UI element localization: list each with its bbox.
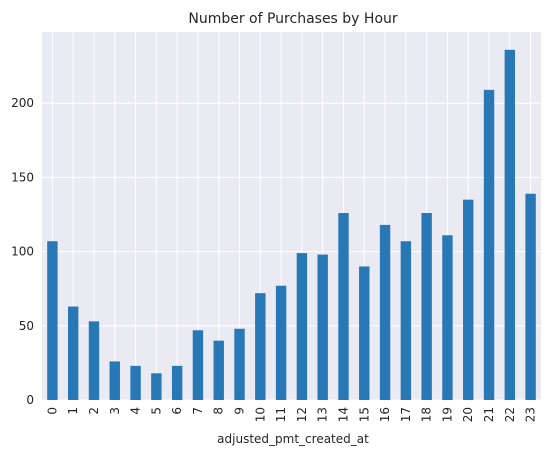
y-tick-label: 150 xyxy=(11,170,34,184)
x-tick-label: 3 xyxy=(108,407,122,415)
x-tick-label: 1 xyxy=(66,407,80,415)
bar-hour-21 xyxy=(483,89,495,400)
bar-hour-15 xyxy=(359,266,370,400)
x-tick-label: 0 xyxy=(45,407,59,415)
y-tick-labels: 0 50 100 150 200 xyxy=(11,96,34,407)
bar-hour-3 xyxy=(109,361,120,400)
bar-hour-0 xyxy=(47,241,58,400)
x-tick-label: 8 xyxy=(212,407,226,415)
x-axis-label: adjusted_pmt_created_at xyxy=(217,432,369,446)
x-tick-label: 6 xyxy=(170,407,184,415)
chart-title: Number of Purchases by Hour xyxy=(188,11,398,27)
x-tick-label: 14 xyxy=(336,407,350,422)
x-tick-label: 15 xyxy=(357,407,371,422)
y-tick-label: 100 xyxy=(11,245,34,259)
x-tick-label: 4 xyxy=(129,407,143,415)
bar-hour-5 xyxy=(151,373,162,400)
bars xyxy=(47,49,536,400)
bar-hour-14 xyxy=(338,213,349,400)
bar-hour-4 xyxy=(130,365,141,400)
x-tick-label: 2 xyxy=(87,407,101,415)
bar-hour-9 xyxy=(234,328,245,400)
x-tick-label: 5 xyxy=(149,407,163,415)
x-tick-labels: 0 1 2 3 4 5 6 7 8 9 10 11 12 13 14 15 16 17 18 19 20 21 22 23 xyxy=(45,407,537,422)
bar-hour-10 xyxy=(255,293,266,400)
bar-hour-11 xyxy=(275,285,287,400)
bar-hour-20 xyxy=(463,199,474,400)
x-tick-label: 13 xyxy=(316,407,330,422)
bar-hour-22 xyxy=(504,49,516,400)
bar-hour-16 xyxy=(379,224,391,400)
y-tick-label: 200 xyxy=(11,96,34,110)
x-tick-label: 17 xyxy=(399,407,413,422)
x-tick-label: 10 xyxy=(253,407,267,422)
y-tick-label: 50 xyxy=(19,319,34,333)
x-tick-label: 7 xyxy=(191,407,205,415)
bar-hour-17 xyxy=(400,241,412,400)
x-tick-label: 21 xyxy=(482,407,496,422)
plot-area xyxy=(42,32,541,400)
bar-hour-7 xyxy=(192,330,204,400)
x-tick-label: 11 xyxy=(274,407,288,422)
x-tick-label: 19 xyxy=(440,407,454,422)
x-tick-label: 12 xyxy=(295,407,309,422)
bar-hour-19 xyxy=(442,235,453,400)
x-tick-label: 16 xyxy=(378,407,392,422)
bar-hour-2 xyxy=(88,321,100,400)
x-tick-label: 22 xyxy=(503,407,517,422)
x-tick-label: 23 xyxy=(524,407,538,422)
x-tick-label: 20 xyxy=(461,407,475,422)
bar-hour-13 xyxy=(317,254,328,400)
bar-hour-18 xyxy=(421,213,432,400)
y-tick-label: 0 xyxy=(26,393,34,407)
x-tick-label: 9 xyxy=(233,407,247,415)
bar-hour-23 xyxy=(525,193,536,400)
bar-hour-6 xyxy=(171,365,183,400)
x-tick-label: 18 xyxy=(420,407,434,422)
bar-hour-12 xyxy=(296,253,308,400)
bar-hour-1 xyxy=(67,306,79,400)
bar-hour-8 xyxy=(213,340,224,400)
